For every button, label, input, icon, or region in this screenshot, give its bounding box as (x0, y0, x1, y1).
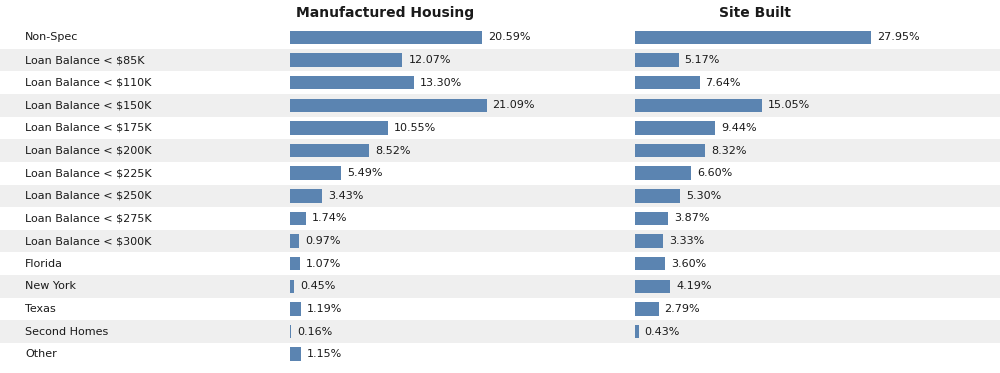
Text: 13.30%: 13.30% (420, 78, 462, 88)
FancyBboxPatch shape (290, 189, 322, 203)
FancyBboxPatch shape (290, 325, 291, 338)
FancyBboxPatch shape (0, 275, 1000, 298)
Text: 27.95%: 27.95% (877, 32, 920, 43)
FancyBboxPatch shape (635, 144, 705, 157)
FancyBboxPatch shape (635, 189, 680, 203)
Text: Loan Balance < $225K: Loan Balance < $225K (25, 168, 152, 178)
Text: 2.79%: 2.79% (665, 304, 700, 314)
FancyBboxPatch shape (290, 76, 414, 90)
Text: Manufactured Housing: Manufactured Housing (296, 6, 474, 20)
Text: 3.43%: 3.43% (328, 191, 363, 201)
FancyBboxPatch shape (635, 76, 700, 90)
Text: 3.33%: 3.33% (669, 236, 704, 246)
FancyBboxPatch shape (0, 207, 1000, 230)
Text: Loan Balance < $250K: Loan Balance < $250K (25, 191, 152, 201)
FancyBboxPatch shape (290, 121, 388, 135)
FancyBboxPatch shape (635, 31, 871, 44)
FancyBboxPatch shape (0, 49, 1000, 71)
FancyBboxPatch shape (635, 234, 663, 248)
Text: 20.59%: 20.59% (488, 32, 530, 43)
FancyBboxPatch shape (635, 302, 659, 316)
Text: 8.32%: 8.32% (711, 145, 747, 156)
FancyBboxPatch shape (290, 98, 487, 112)
FancyBboxPatch shape (0, 26, 1000, 49)
Text: Loan Balance < $200K: Loan Balance < $200K (25, 145, 152, 156)
FancyBboxPatch shape (635, 325, 639, 338)
FancyBboxPatch shape (290, 234, 299, 248)
Text: 10.55%: 10.55% (394, 123, 437, 133)
Text: 5.17%: 5.17% (685, 55, 720, 65)
FancyBboxPatch shape (290, 257, 300, 270)
Text: Loan Balance < $85K: Loan Balance < $85K (25, 55, 144, 65)
FancyBboxPatch shape (635, 121, 715, 135)
Text: 3.60%: 3.60% (671, 259, 707, 269)
Text: Site Built: Site Built (719, 6, 791, 20)
FancyBboxPatch shape (290, 31, 482, 44)
Text: 0.97%: 0.97% (305, 236, 341, 246)
Text: 0.43%: 0.43% (645, 327, 680, 336)
FancyBboxPatch shape (290, 211, 306, 225)
Text: Second Homes: Second Homes (25, 327, 108, 336)
Text: 6.60%: 6.60% (697, 168, 732, 178)
FancyBboxPatch shape (290, 144, 369, 157)
Text: 1.07%: 1.07% (306, 259, 341, 269)
Text: 8.52%: 8.52% (375, 145, 411, 156)
FancyBboxPatch shape (290, 279, 294, 293)
FancyBboxPatch shape (0, 71, 1000, 94)
Text: 0.45%: 0.45% (300, 281, 336, 291)
FancyBboxPatch shape (0, 298, 1000, 320)
FancyBboxPatch shape (0, 320, 1000, 343)
Text: 21.09%: 21.09% (493, 100, 535, 110)
FancyBboxPatch shape (635, 211, 668, 225)
FancyBboxPatch shape (635, 98, 762, 112)
Text: Loan Balance < $150K: Loan Balance < $150K (25, 100, 151, 110)
FancyBboxPatch shape (0, 139, 1000, 162)
Text: 9.44%: 9.44% (721, 123, 756, 133)
Text: Loan Balance < $300K: Loan Balance < $300K (25, 236, 151, 246)
FancyBboxPatch shape (290, 53, 402, 67)
Text: 1.19%: 1.19% (307, 304, 342, 314)
Text: New York: New York (25, 281, 76, 291)
Text: 4.19%: 4.19% (676, 281, 712, 291)
Text: 3.87%: 3.87% (674, 213, 709, 223)
Text: Loan Balance < $175K: Loan Balance < $175K (25, 123, 152, 133)
FancyBboxPatch shape (0, 117, 1000, 139)
FancyBboxPatch shape (635, 279, 670, 293)
FancyBboxPatch shape (635, 166, 691, 180)
Text: Other: Other (25, 349, 57, 359)
Text: Loan Balance < $275K: Loan Balance < $275K (25, 213, 152, 223)
Text: 7.64%: 7.64% (706, 78, 741, 88)
Text: 1.74%: 1.74% (312, 213, 348, 223)
FancyBboxPatch shape (290, 347, 301, 361)
Text: Loan Balance < $110K: Loan Balance < $110K (25, 78, 151, 88)
FancyBboxPatch shape (0, 185, 1000, 207)
FancyBboxPatch shape (290, 166, 341, 180)
Text: 15.05%: 15.05% (768, 100, 810, 110)
FancyBboxPatch shape (635, 257, 665, 270)
FancyBboxPatch shape (0, 253, 1000, 275)
Text: 0.16%: 0.16% (297, 327, 333, 336)
FancyBboxPatch shape (0, 343, 1000, 366)
Text: Non-Spec: Non-Spec (25, 32, 78, 43)
FancyBboxPatch shape (0, 162, 1000, 185)
FancyBboxPatch shape (0, 230, 1000, 253)
FancyBboxPatch shape (635, 53, 679, 67)
Text: 12.07%: 12.07% (408, 55, 451, 65)
FancyBboxPatch shape (0, 94, 1000, 117)
FancyBboxPatch shape (290, 302, 301, 316)
Text: 5.49%: 5.49% (347, 168, 383, 178)
Text: Texas: Texas (25, 304, 56, 314)
Text: Florida: Florida (25, 259, 63, 269)
Text: 5.30%: 5.30% (686, 191, 721, 201)
Text: 1.15%: 1.15% (307, 349, 342, 359)
